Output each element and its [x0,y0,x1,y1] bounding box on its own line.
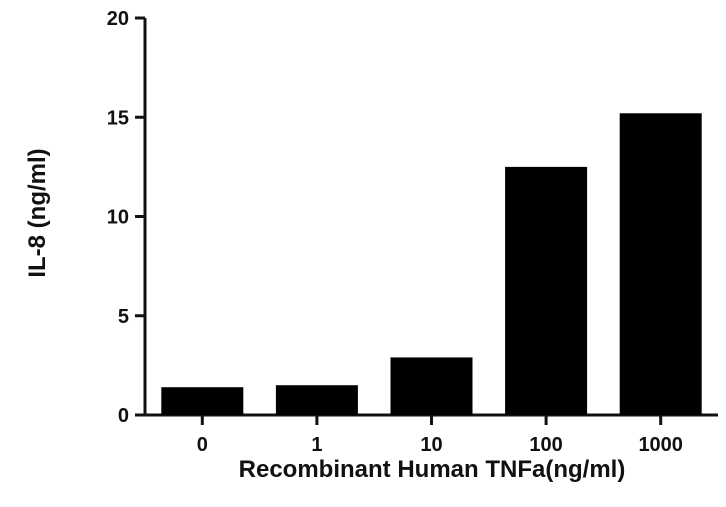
bar-100 [505,166,588,415]
y-axis-title: IL-8 (ng/ml) [24,148,51,277]
bar-1 [275,385,358,415]
bars-group [161,113,702,415]
x-axis: 0 1 10 100 1000 [145,413,718,456]
y-axis: 0 5 10 15 20 [107,8,147,427]
y-tick-label: 15 [107,107,129,129]
bar-0 [161,387,244,415]
y-tick-label: 20 [107,8,129,30]
x-tick-label: 1 [311,434,322,456]
x-axis-title: Recombinant Human TNFa(ng/ml) [239,456,626,483]
x-tick-label: 0 [197,434,208,456]
y-tick-label: 5 [118,306,129,328]
x-tick-label: 1000 [638,434,683,456]
y-tick-label: 10 [107,207,129,229]
y-tick-label: 0 [118,405,129,427]
bar-1000 [619,113,702,415]
x-tick-label: 10 [420,434,442,456]
x-tick-label: 100 [529,434,562,456]
bar-10 [390,357,473,415]
